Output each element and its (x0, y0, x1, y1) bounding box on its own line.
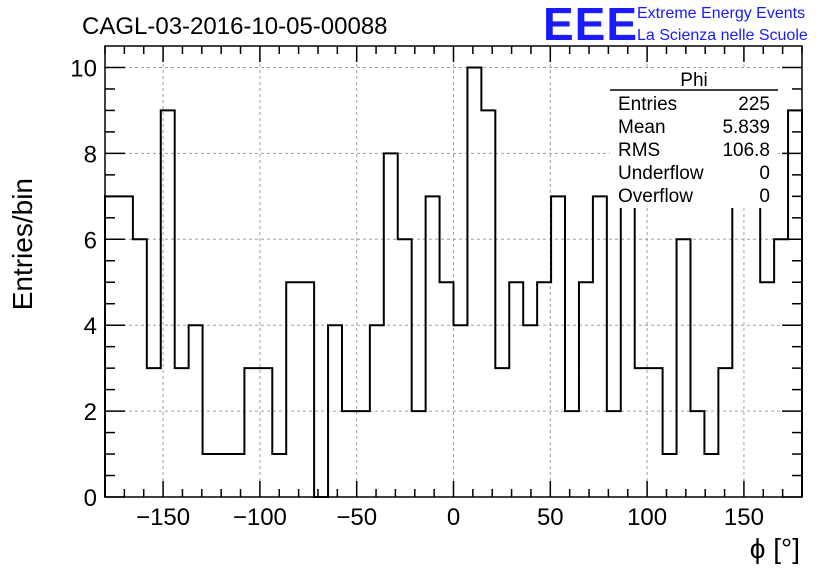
y-tick-label: 0 (84, 485, 97, 512)
histogram-bin (384, 153, 398, 497)
histogram-bin (690, 411, 704, 497)
y-axis-ticks: 0 2 4 6 8 10 (70, 55, 802, 512)
stats-box: Phi Entries 225 Mean 5.839 RMS 106.8 Underflow… (610, 68, 778, 208)
x-tick-label: −100 (233, 504, 287, 531)
chart-title: CAGL-03-2016-10-05-00088 (82, 13, 388, 40)
stats-label: Entries (618, 94, 677, 115)
histogram-bin (244, 368, 258, 497)
histogram-bin (328, 325, 342, 497)
histogram-bin (356, 411, 370, 497)
y-tick-label: 2 (84, 399, 97, 426)
x-tick-label: 0 (447, 504, 460, 531)
y-tick-label: 4 (84, 313, 97, 340)
histogram-bin (746, 196, 760, 497)
histogram-bin (523, 325, 537, 497)
logo-line-1: Extreme Energy Events (637, 5, 805, 22)
histogram-bin (649, 368, 663, 497)
histogram-bin (607, 411, 621, 497)
histogram-bin (161, 110, 175, 497)
y-tick-label: 10 (70, 55, 97, 82)
histogram-bin (677, 239, 691, 497)
y-tick-label: 8 (84, 141, 97, 168)
histogram-bin (133, 239, 147, 497)
x-tick-label: 100 (627, 504, 667, 531)
stats-label: Overflow (618, 186, 693, 207)
x-axis-title: ϕ [°] (750, 533, 800, 564)
histogram-bin (189, 325, 203, 497)
histogram-bin (203, 454, 217, 497)
histogram-bin (509, 282, 523, 497)
histogram-bin (663, 454, 677, 497)
histogram-bin (398, 239, 412, 497)
histogram-bin (718, 368, 732, 497)
histogram-bin (286, 282, 300, 497)
x-tick-label: −150 (136, 504, 190, 531)
x-axis-ticks: −150 −100 −50 0 50 100 150 (104, 46, 803, 531)
stats-value: 225 (738, 94, 770, 115)
histogram-bin (230, 454, 244, 497)
stats-name: Phi (680, 70, 707, 91)
histogram-bin (454, 325, 468, 497)
histogram-bin (774, 239, 788, 497)
histogram-bin (217, 454, 231, 497)
histogram-bin (537, 282, 551, 497)
histogram-bin (426, 196, 440, 497)
histogram-bin (732, 196, 746, 497)
logo-line-2: La Scienza nelle Scuole (637, 27, 808, 44)
x-tick-label: −50 (336, 504, 377, 531)
stats-label: Underflow (618, 163, 704, 184)
stats-value: 0 (759, 186, 770, 207)
histogram-bin (760, 282, 774, 497)
histogram-bin (635, 368, 649, 497)
stats-label: Mean (618, 117, 666, 138)
histogram-bin (440, 282, 454, 497)
x-tick-label: 150 (724, 504, 764, 531)
histogram-bin (551, 196, 565, 497)
histogram-bin (704, 454, 718, 497)
histogram-bin (175, 368, 189, 497)
histogram-bin (481, 110, 495, 497)
histogram-bin (621, 196, 635, 497)
logo-acronym: EEE (543, 0, 638, 50)
stats-value: 106.8 (722, 140, 770, 161)
histogram-bin (300, 282, 314, 497)
histogram-bin (565, 411, 579, 497)
histogram-bin (579, 282, 593, 497)
stats-value: 5.839 (722, 117, 770, 138)
histogram-bin (147, 368, 161, 497)
stats-rows: Entries 225 Mean 5.839 RMS 106.8 Underflow 0 Ove… (618, 94, 770, 207)
histogram-bin (119, 196, 133, 497)
histogram-bin (467, 67, 481, 497)
y-axis-title: Entries/bin (7, 178, 38, 310)
histogram-bin (593, 196, 607, 497)
logo: EEE Extreme Energy Events La Scienza nel… (543, 0, 808, 50)
stats-value: 0 (759, 163, 770, 184)
y-tick-label: 6 (84, 227, 97, 254)
histogram-bars (104, 66, 803, 498)
histogram-bin (258, 368, 272, 497)
histogram-outline (104, 66, 803, 498)
x-tick-label: 50 (537, 504, 564, 531)
histogram-bin (342, 411, 356, 497)
histogram-bin (412, 411, 426, 497)
stats-box-background (610, 68, 778, 208)
histogram-bin (495, 368, 509, 497)
histogram-bin (370, 325, 384, 497)
stats-label: RMS (618, 140, 660, 161)
